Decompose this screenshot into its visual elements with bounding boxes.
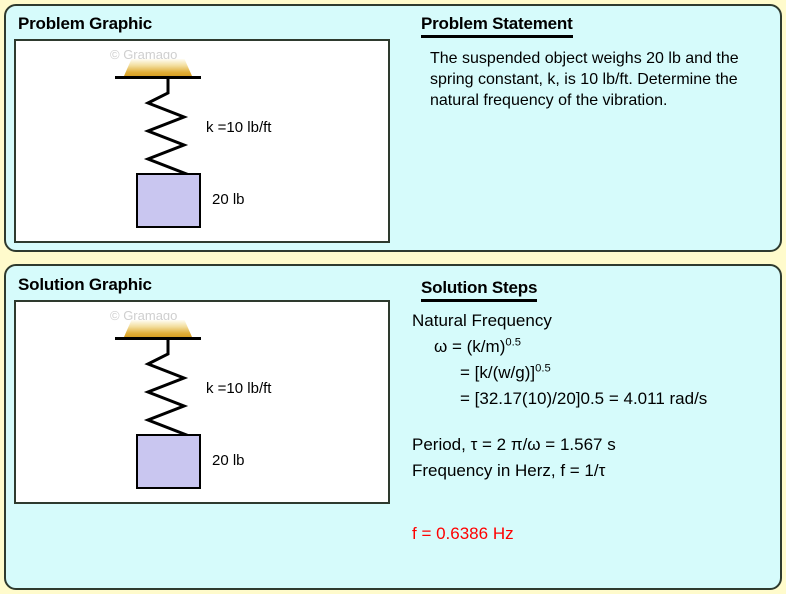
step-equation-1-text: ω = (k/m): [434, 337, 506, 356]
support-line-icon: [115, 76, 201, 79]
step-equation-3: = [32.17(10)/20]0.5 = 4.011 rad/s: [460, 389, 708, 408]
problem-panel: Problem Graphic © Gramago k =10 lb/ft 20…: [4, 4, 782, 252]
watermark-gramago: © Gramago: [110, 47, 178, 62]
step-equation-2-exponent: 0.5: [535, 362, 551, 375]
mass-block-icon: [136, 173, 201, 228]
spring-constant-label: k =10 lb/ft: [206, 119, 272, 136]
solution-graphic-title: Solution Graphic: [18, 275, 152, 294]
final-answer: f = 0.6386 Hz: [412, 524, 514, 543]
support-hatch-icon: [124, 320, 192, 337]
solution-panel: Solution Graphic © Gramago k =10 lb/ft 2…: [4, 264, 782, 590]
step-frequency: Frequency in Herz, f = 1/τ: [412, 461, 606, 480]
step-period: Period, τ = 2 π/ω = 1.567 s: [412, 435, 616, 454]
step-equation-1: ω = (k/m)0.5: [412, 334, 707, 360]
mass-block-icon: [136, 434, 201, 489]
watermark-gramago: © Gramago: [110, 308, 178, 323]
solution-graphic-canvas: © Gramago k =10 lb/ft 20 lb: [14, 300, 390, 504]
step-equation-2: = [k/(w/g)]0.5: [412, 360, 707, 386]
support-hatch-icon: [124, 59, 192, 76]
step-heading: Natural Frequency: [412, 311, 552, 330]
solution-steps-body: Natural Frequency ω = (k/m)0.5 = [k/(w/g…: [412, 308, 707, 544]
problem-statement-text: The suspended object weighs 20 lb and th…: [430, 50, 739, 109]
steps-spacer: [412, 412, 707, 432]
step-equation-2-text: = [k/(w/g)]: [460, 363, 536, 382]
step-equation-1-exponent: 0.5: [505, 336, 521, 349]
spring-constant-label: k =10 lb/ft: [206, 380, 272, 397]
solution-steps-title: Solution Steps: [421, 278, 537, 302]
problem-graphic-canvas: © Gramago k =10 lb/ft 20 lb: [14, 39, 390, 243]
problem-graphic-title: Problem Graphic: [18, 14, 152, 33]
problem-statement-title: Problem Statement: [421, 14, 573, 38]
mass-weight-label: 20 lb: [212, 452, 245, 469]
answer-spacer: [412, 484, 707, 504]
answer-spacer-2: [412, 504, 707, 524]
mass-weight-label: 20 lb: [212, 191, 245, 208]
support-line-icon: [115, 337, 201, 340]
